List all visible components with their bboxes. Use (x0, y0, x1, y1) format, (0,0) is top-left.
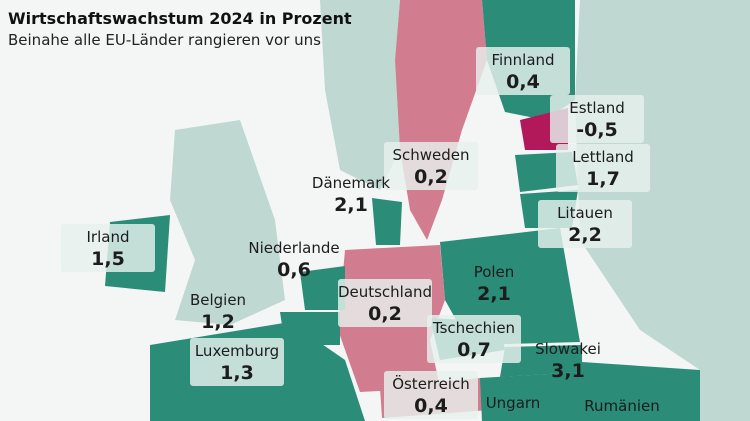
country-name: Belgien (190, 291, 246, 309)
label-box (61, 224, 155, 272)
label-box (384, 371, 478, 419)
label-box (190, 338, 284, 386)
label-box (384, 142, 478, 190)
country-name: Österreich (392, 374, 470, 393)
country-name: Estland (569, 99, 625, 117)
country-name: Rumänien (584, 397, 659, 415)
label-box (538, 200, 632, 248)
label-box (338, 279, 432, 327)
title: Wirtschaftswachstum 2024 in Prozent (8, 9, 352, 28)
country-name: Tschechien (432, 319, 515, 337)
label-box (556, 144, 650, 192)
country-value: 0,6 (277, 259, 311, 281)
country-name: Ungarn (486, 394, 541, 412)
country-name: Litauen (557, 204, 613, 222)
country-value: 0,4 (414, 395, 448, 417)
country-value: 1,5 (91, 248, 125, 270)
country-value: 1,7 (586, 168, 620, 190)
country-value: 0,7 (457, 339, 491, 361)
country-value: 2,1 (477, 283, 511, 305)
country-value: 2,2 (568, 224, 602, 246)
country-value: 0,2 (368, 303, 402, 325)
label-box (550, 95, 644, 143)
country-name: Niederlande (248, 239, 339, 257)
country-name: Deutschland (338, 283, 432, 301)
country-value: 0,2 (414, 166, 448, 188)
country-name: Luxemburg (195, 342, 279, 360)
country-name: Dänemark (312, 174, 390, 192)
country-name: Schweden (392, 146, 469, 164)
country-value: 2,1 (334, 194, 368, 216)
country-value: 1,2 (201, 311, 235, 333)
label-box (476, 47, 570, 95)
country-value: 1,3 (220, 362, 254, 384)
country-value: 0,4 (506, 71, 540, 93)
country-value: -0,5 (576, 119, 618, 141)
label-box (427, 315, 521, 363)
country-name: Slowakei (535, 340, 601, 358)
country-name: Lettland (572, 148, 633, 166)
subtitle: Beinahe alle EU-Länder rangieren vor uns (8, 31, 321, 49)
country-name: Irland (87, 228, 130, 246)
country-name: Finnland (491, 51, 554, 69)
country-value: 3,1 (551, 360, 585, 382)
country-name: Polen (474, 263, 515, 281)
